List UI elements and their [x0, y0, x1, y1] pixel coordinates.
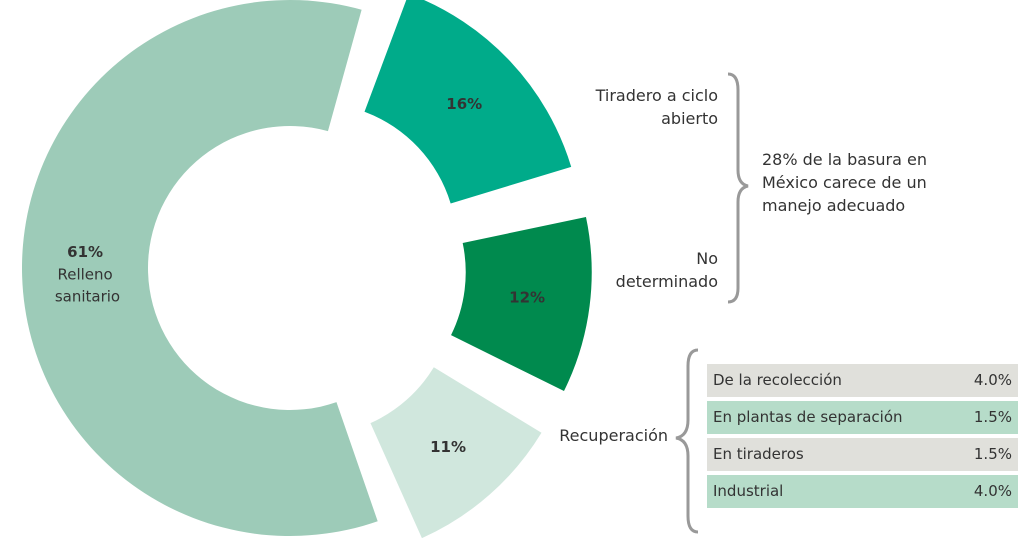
table-label: De la recolección — [713, 371, 842, 389]
table-value: 4.0% — [973, 482, 1012, 500]
bracket — [675, 348, 699, 534]
category-label: Recuperación — [559, 426, 668, 445]
donut-segment — [22, 0, 378, 536]
table-label: En plantas de separación — [713, 408, 903, 426]
annotation: 28% de la basura en México carece de un … — [762, 150, 927, 215]
table-row: De la recolección 4.0% — [707, 364, 1018, 397]
table-value: 1.5% — [973, 445, 1012, 463]
table-row: En plantas de separación 1.5% — [707, 401, 1018, 434]
table-value: 4.0% — [973, 371, 1012, 389]
category-label: No determinado — [615, 249, 718, 291]
table-label: Industrial — [713, 482, 784, 500]
table-row: En tiraderos 1.5% — [707, 438, 1018, 471]
table-label: En tiraderos — [713, 445, 804, 463]
bracket — [727, 72, 749, 304]
category-label: Relleno sanitario — [50, 265, 120, 305]
table-value: 1.5% — [973, 408, 1012, 426]
donut-segment — [370, 367, 542, 538]
value-label: 12% — [509, 288, 545, 306]
category-label: Tiradero a ciclo abierto — [595, 86, 718, 128]
value-label: 61% — [67, 243, 103, 261]
donut-segment — [364, 0, 572, 204]
value-label: 11% — [430, 438, 466, 456]
table-row: Industrial 4.0% — [707, 475, 1018, 508]
donut-segment — [451, 216, 592, 392]
value-label: 16% — [446, 95, 482, 113]
